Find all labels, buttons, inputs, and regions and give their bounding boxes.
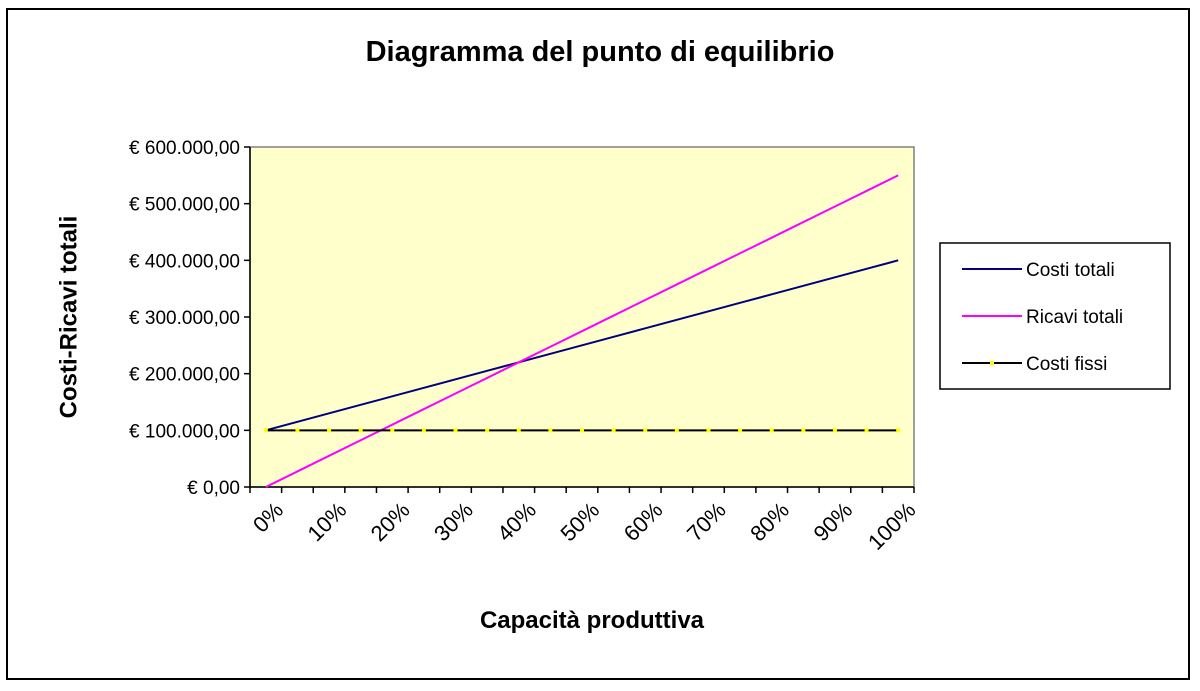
series-marker xyxy=(832,428,837,433)
series-marker xyxy=(611,428,616,433)
series-marker xyxy=(263,428,268,433)
series-marker xyxy=(327,428,332,433)
x-tick-label: 50% xyxy=(555,497,604,546)
series-marker xyxy=(516,428,521,433)
legend-label: Ricavi totali xyxy=(1026,307,1123,328)
legend-marker xyxy=(990,361,994,365)
legend-label: Costi totali xyxy=(1026,260,1115,281)
x-tick-label: 40% xyxy=(492,497,541,546)
series-line-0 xyxy=(265,259,899,432)
x-tick-label: 20% xyxy=(366,497,415,546)
series-marker xyxy=(674,428,679,433)
x-tick-label: 60% xyxy=(619,497,668,546)
series-marker xyxy=(896,428,901,433)
chart-title: Diagramma del punto di equilibrio xyxy=(365,36,835,68)
x-tick-label: 30% xyxy=(429,497,478,546)
legend-label: Costi fissi xyxy=(1026,354,1107,375)
series-marker xyxy=(390,428,395,433)
y-axis: € 0,00 € 100.000,00 € 200.000,00 € 300.000,… xyxy=(129,138,251,499)
x-tick-label: 90% xyxy=(808,497,857,546)
series-marker xyxy=(643,428,648,433)
series-marker xyxy=(706,428,711,433)
y-tick-label: € 600.000,00 xyxy=(129,138,240,159)
series-marker xyxy=(421,428,426,433)
legend: Costi totali Ricavi totali Costi fissi xyxy=(939,242,1171,390)
series-marker xyxy=(580,428,584,433)
series-marker xyxy=(864,428,869,433)
y-axis-title: Costi-Ricavi totali xyxy=(55,216,82,419)
y-tick-label: € 500.000,00 xyxy=(129,195,240,216)
series-marker xyxy=(358,428,363,433)
y-tick-label: € 100.000,00 xyxy=(129,421,240,442)
series-marker xyxy=(769,428,774,433)
x-tick-label: 10% xyxy=(303,497,352,546)
y-tick-label: € 300.000,00 xyxy=(129,308,240,329)
x-tick-label: 80% xyxy=(745,497,794,546)
x-axis-title: Capacità produttiva xyxy=(480,607,705,634)
series-marker xyxy=(738,428,743,433)
series-marker xyxy=(801,428,806,433)
y-tick-label: € 0,00 xyxy=(187,478,240,499)
x-tick-label: 0% xyxy=(248,497,288,537)
y-tick-label: € 400.000,00 xyxy=(129,251,240,272)
x-tick-label: 100% xyxy=(863,497,920,554)
series-line-1 xyxy=(265,174,899,488)
plot-area xyxy=(249,146,915,488)
series-layer xyxy=(263,174,901,488)
x-axis: 0% 10% 20% 30% 40% 50% 60% 70% 80% 90% 100% xyxy=(248,486,920,555)
series-marker xyxy=(548,428,553,433)
series-marker xyxy=(453,428,458,433)
series-marker xyxy=(485,428,490,433)
series-marker xyxy=(295,428,300,433)
y-tick-label: € 200.000,00 xyxy=(129,365,240,386)
x-tick-label: 70% xyxy=(682,497,731,546)
